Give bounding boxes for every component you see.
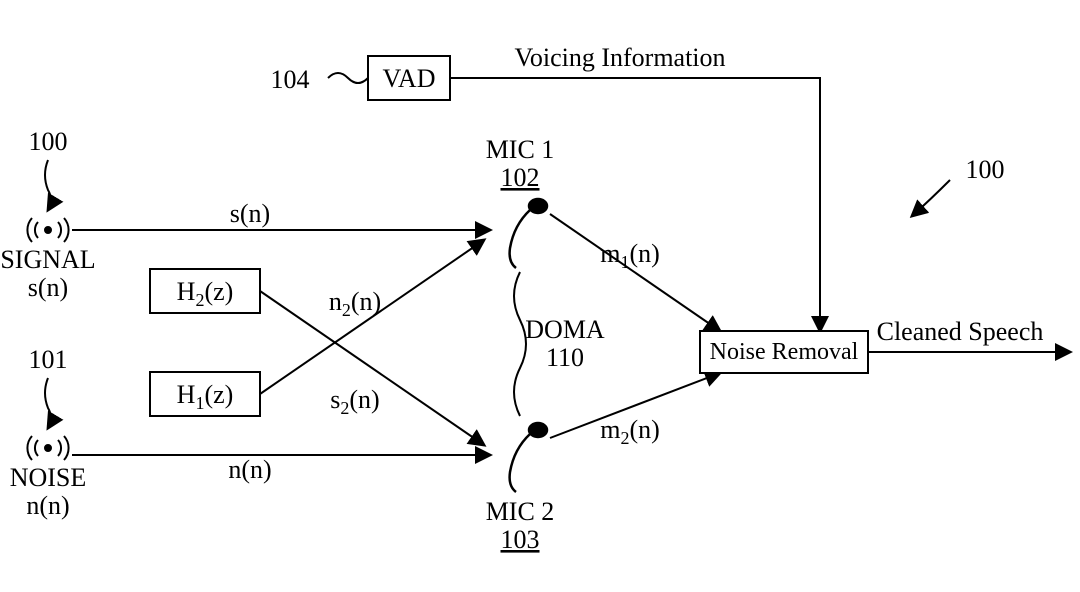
n2-label: n2(n)	[329, 287, 381, 320]
signal-symbol: s(n)	[28, 273, 68, 302]
doma-squiggle	[514, 272, 526, 416]
doma-name: DOMA	[525, 315, 605, 344]
noise-name: NOISE	[10, 463, 87, 492]
vad-to-noise-removal-line	[450, 78, 820, 331]
nn-label: n(n)	[228, 455, 271, 484]
mic2-id: 103	[501, 525, 540, 554]
m2-label: m2(n)	[600, 415, 660, 448]
signal-source-icon	[27, 218, 68, 242]
noise-removal-label: Noise Removal	[710, 339, 859, 365]
sn-label: s(n)	[230, 199, 270, 228]
signal-ref-arrow	[45, 160, 51, 210]
h2-label: H2(z)	[177, 277, 234, 310]
doma-id: 110	[546, 343, 584, 372]
noise-symbol: n(n)	[26, 491, 69, 520]
m1-line	[550, 214, 720, 331]
vad-ref: 104	[271, 65, 310, 94]
n2-line	[260, 240, 484, 394]
vad-label: VAD	[383, 64, 436, 93]
mic1-icon	[510, 199, 547, 268]
ref100-right-arrow	[912, 180, 950, 216]
vad-ref-squiggle	[328, 73, 368, 83]
mic2-icon	[510, 423, 547, 492]
voicing-info-label: Voicing Information	[514, 43, 725, 72]
mic2-name: MIC 2	[486, 497, 555, 526]
s2-label: s2(n)	[330, 385, 379, 418]
noise-ref: 101	[29, 345, 68, 374]
ref100-right: 100	[966, 155, 1005, 184]
output-label: Cleaned Speech	[877, 317, 1044, 346]
signal-ref: 100	[29, 127, 68, 156]
noise-source-icon	[27, 436, 68, 460]
signal-name: SIGNAL	[0, 245, 95, 274]
m1-label: m1(n)	[600, 239, 660, 272]
mic1-id: 102	[501, 163, 540, 192]
noise-ref-arrow	[45, 378, 51, 428]
mic1-name: MIC 1	[486, 135, 555, 164]
h1-label: H1(z)	[177, 380, 234, 413]
